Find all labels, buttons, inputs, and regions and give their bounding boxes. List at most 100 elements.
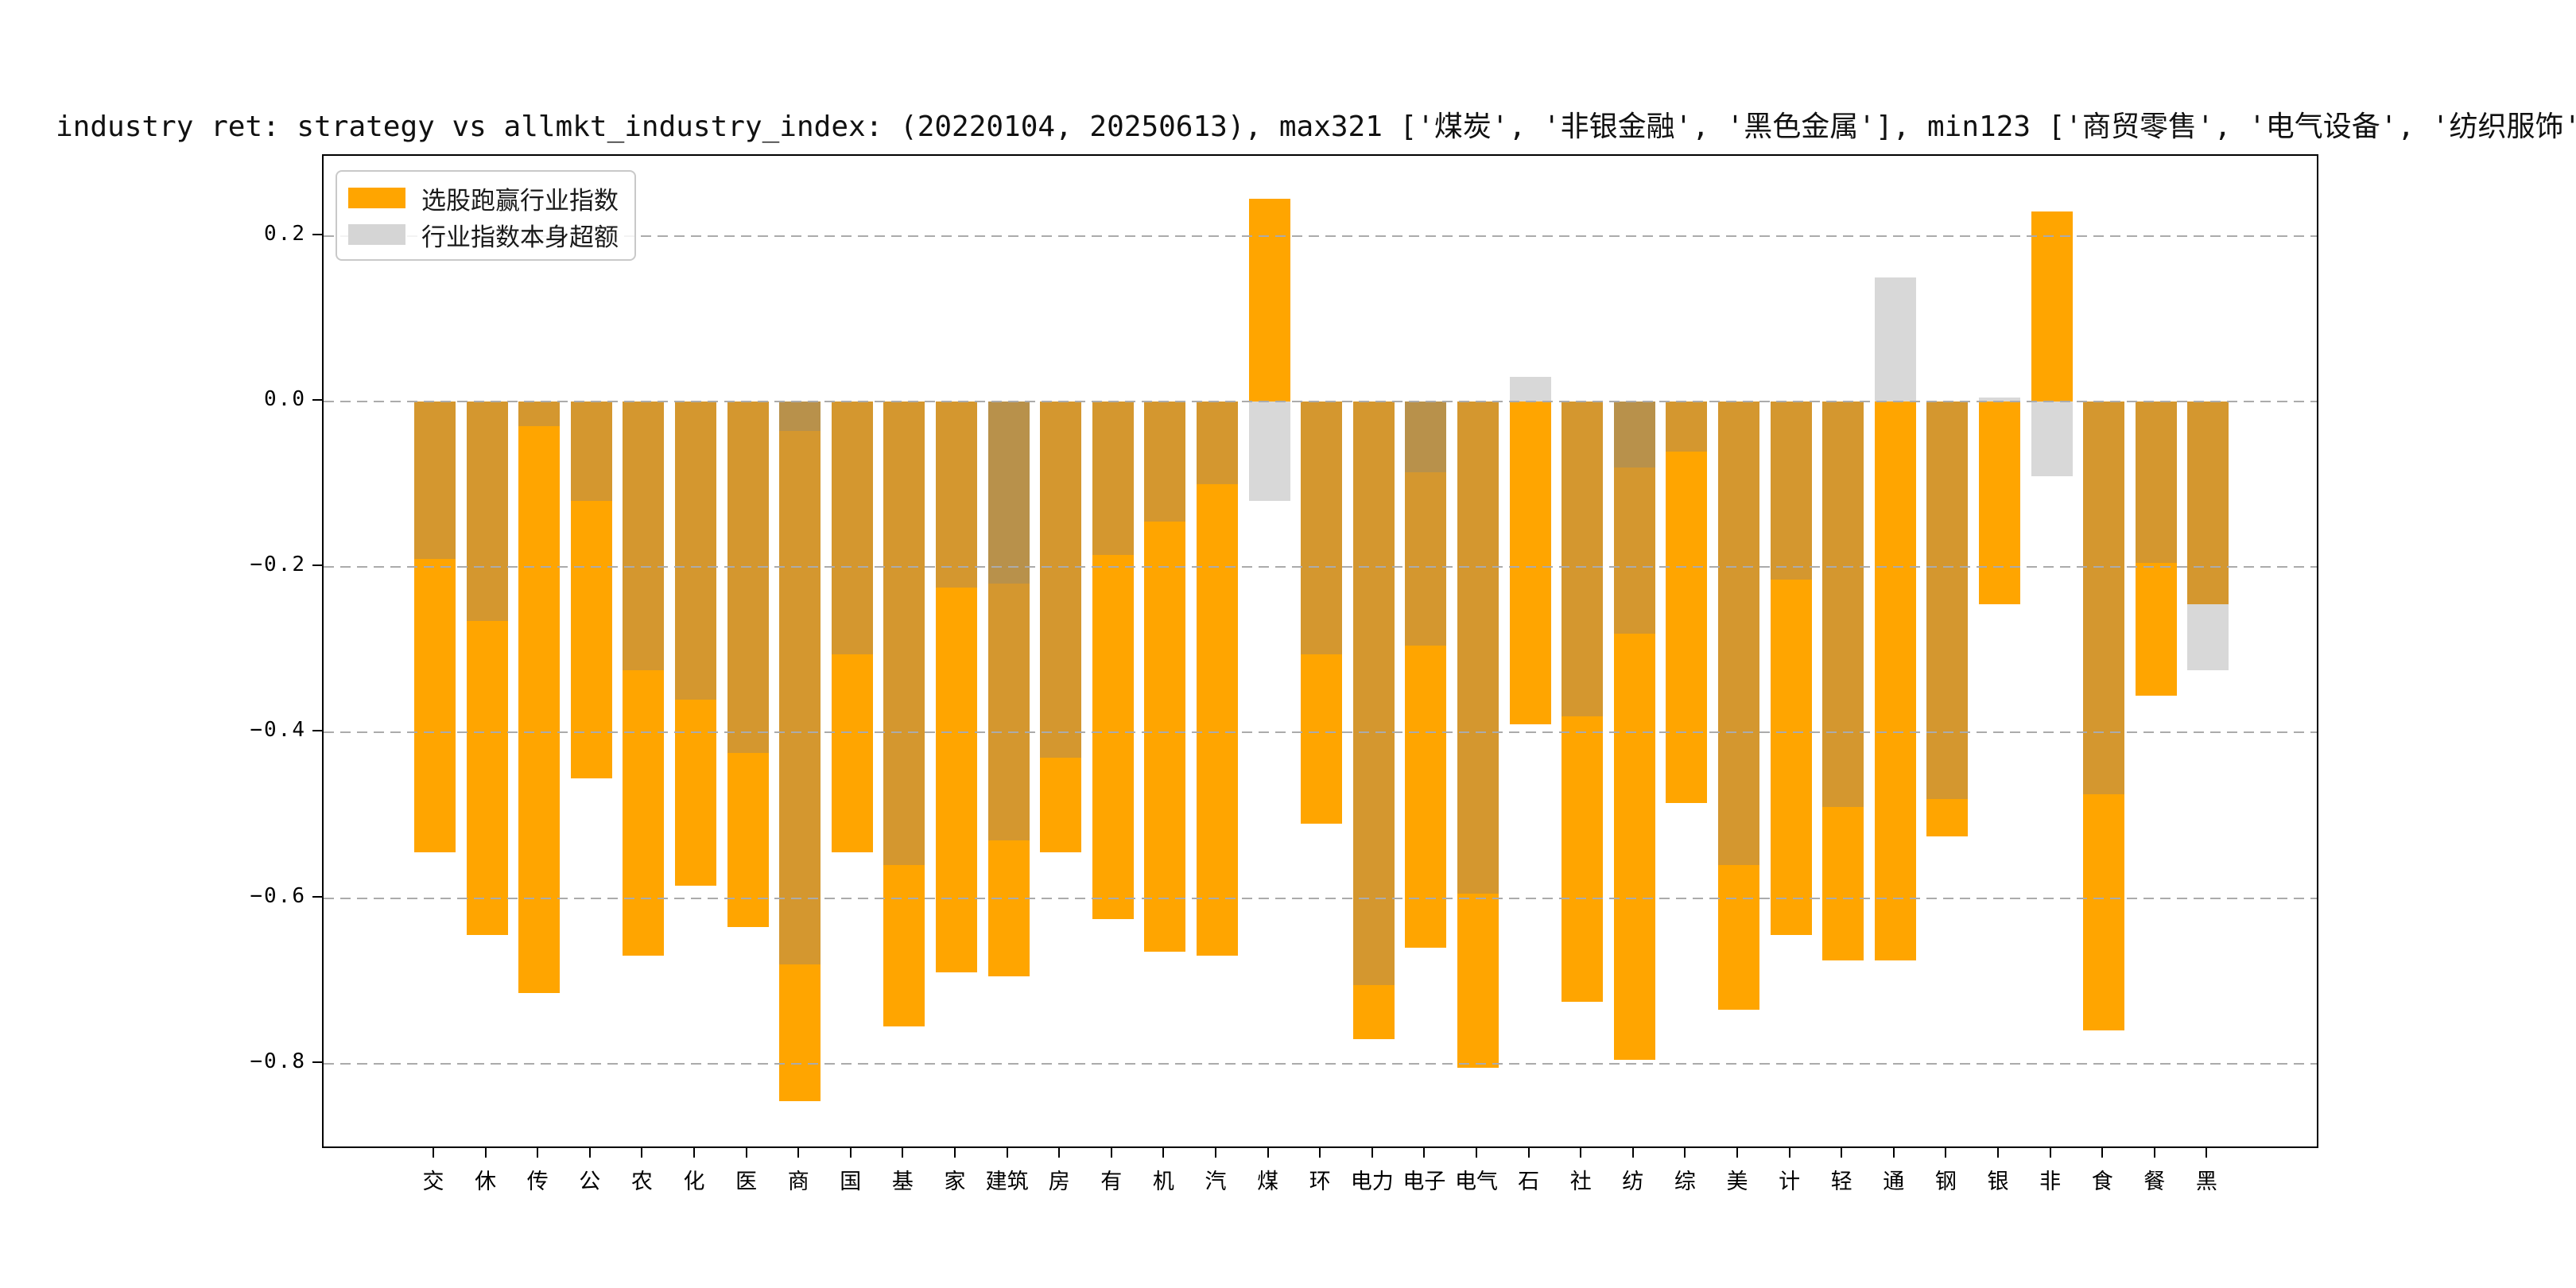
x-tick-label: 纺 xyxy=(1622,1170,1644,1194)
x-tick-label: 建筑 xyxy=(985,1170,1029,1194)
x-tick-mark xyxy=(433,1148,434,1158)
bar-segment xyxy=(675,402,716,700)
x-tick-mark xyxy=(797,1148,800,1158)
bar-segment xyxy=(883,864,925,1026)
bar-segment xyxy=(936,588,977,973)
bar-segment xyxy=(1301,654,1343,824)
bar-segment xyxy=(1562,716,1604,1002)
x-tick-mark xyxy=(1423,1148,1426,1158)
bar-segment xyxy=(1874,277,1916,402)
bar-segment xyxy=(1926,798,1969,836)
x-tick-label: 计 xyxy=(1779,1170,1801,1194)
bar-segment xyxy=(2083,794,2125,1031)
x-tick-mark xyxy=(484,1148,487,1158)
x-tick-label: 交 xyxy=(422,1170,444,1194)
y-tick-label: −0.8 xyxy=(250,1049,306,1073)
x-tick-label: 基 xyxy=(891,1170,914,1194)
x-tick-label: 轻 xyxy=(1830,1170,1852,1194)
bar-segment xyxy=(1405,402,1447,472)
x-tick-mark xyxy=(1110,1148,1112,1158)
legend-swatch-orange xyxy=(348,188,405,208)
x-tick-label: 电子 xyxy=(1402,1170,1446,1194)
bar-segment xyxy=(2135,402,2177,564)
x-tick-label: 汽 xyxy=(1205,1170,1227,1194)
x-tick-mark xyxy=(2153,1148,2155,1158)
bar-segment xyxy=(1040,757,1082,853)
bar-segment xyxy=(1822,402,1864,808)
x-tick-label: 传 xyxy=(526,1170,549,1194)
legend-label: 行业指数本身超额 xyxy=(421,223,619,252)
bar-segment xyxy=(1197,484,1238,956)
legend-item-index-excess: 行业指数本身超额 xyxy=(348,216,634,253)
bar-segment xyxy=(1301,402,1343,654)
bar-segment xyxy=(1457,402,1499,894)
x-tick-mark xyxy=(902,1148,904,1158)
bar-segment xyxy=(1979,397,2020,402)
bar-segment xyxy=(1248,402,1290,501)
bar-segment xyxy=(1718,402,1759,865)
bar-segment xyxy=(466,620,508,936)
bar-segment xyxy=(1666,451,1708,803)
x-tick-mark xyxy=(745,1148,747,1158)
bar-segment xyxy=(936,402,977,588)
bar-segment xyxy=(1613,633,1655,1060)
x-tick-label: 商 xyxy=(787,1170,809,1194)
bar-segment xyxy=(466,402,508,621)
x-tick-label: 石 xyxy=(1518,1170,1540,1194)
x-tick-mark xyxy=(1058,1148,1061,1158)
bar-segment xyxy=(1613,402,1655,468)
x-tick-label: 食 xyxy=(2091,1170,2113,1194)
bar-segment xyxy=(1092,554,1134,919)
x-tick-mark xyxy=(537,1148,539,1158)
bar-segment xyxy=(779,430,821,964)
x-tick-mark xyxy=(954,1148,956,1158)
x-tick-mark xyxy=(1371,1148,1373,1158)
x-tick-label: 医 xyxy=(735,1170,758,1194)
x-tick-label: 餐 xyxy=(2143,1170,2166,1194)
bar-segment xyxy=(987,402,1030,584)
bar-segment xyxy=(2135,563,2177,696)
x-tick-mark xyxy=(1736,1148,1738,1158)
x-tick-mark xyxy=(1319,1148,1321,1158)
y-tick-label: 0.2 xyxy=(264,221,306,246)
bar-segment xyxy=(675,699,716,886)
x-tick-label: 电气 xyxy=(1455,1170,1498,1194)
bar-segment xyxy=(1926,402,1969,799)
x-tick-label: 公 xyxy=(579,1170,601,1194)
bar-segment xyxy=(727,402,769,754)
legend-item-strategy: 选股跑赢行业指数 xyxy=(348,180,634,216)
x-tick-mark xyxy=(641,1148,643,1158)
x-tick-mark xyxy=(1215,1148,1216,1158)
x-tick-mark xyxy=(1580,1148,1582,1158)
y-tick-label: −0.6 xyxy=(250,883,306,908)
bar-segment xyxy=(1352,402,1395,985)
x-tick-label: 电力 xyxy=(1350,1170,1394,1194)
x-tick-label: 化 xyxy=(683,1170,705,1194)
x-tick-mark xyxy=(2049,1148,2051,1158)
bar-segment xyxy=(623,670,665,956)
x-tick-label: 房 xyxy=(1048,1170,1070,1194)
bar-segment xyxy=(1457,894,1499,1068)
bar-segment xyxy=(1718,864,1759,1011)
x-tick-label: 煤 xyxy=(1257,1170,1279,1194)
x-tick-label: 社 xyxy=(1569,1170,1592,1194)
x-tick-label: 环 xyxy=(1309,1170,1331,1194)
x-tick-mark xyxy=(693,1148,695,1158)
legend-swatch-gray xyxy=(348,224,405,245)
x-tick-mark xyxy=(1841,1148,1843,1158)
bar-segment xyxy=(1509,402,1551,725)
bar-segment xyxy=(1248,199,1290,402)
bar-segment xyxy=(1666,402,1708,452)
bar-segment xyxy=(1144,402,1186,522)
y-tick-label: −0.2 xyxy=(250,553,306,577)
bar-segment xyxy=(518,402,561,427)
x-tick-label: 黑 xyxy=(2195,1170,2217,1194)
bar-segment xyxy=(727,753,769,928)
bar-segment xyxy=(1822,807,1864,960)
x-tick-mark xyxy=(1006,1148,1008,1158)
x-tick-mark xyxy=(2101,1148,2104,1158)
y-tick-mark xyxy=(312,399,322,402)
bar-segment xyxy=(2187,402,2229,605)
x-tick-label: 有 xyxy=(1100,1170,1123,1194)
